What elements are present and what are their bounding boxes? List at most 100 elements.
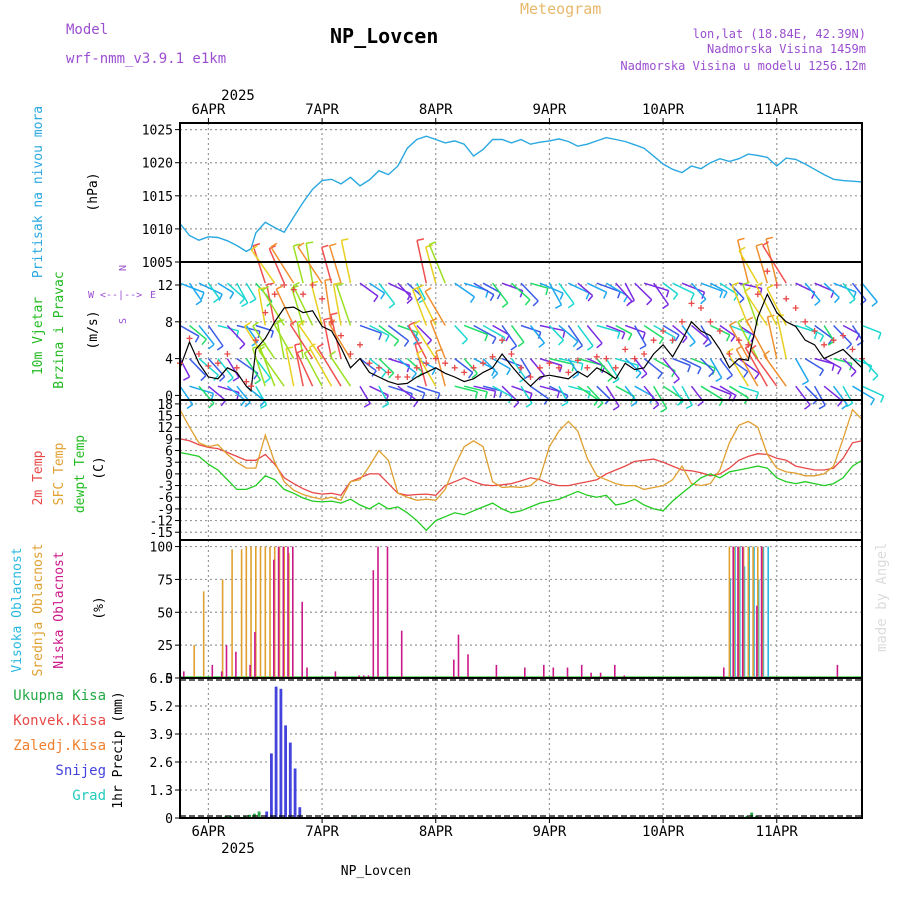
wind-barb <box>804 357 824 371</box>
wind-barb <box>605 324 625 334</box>
wind-barb <box>823 385 843 402</box>
wind-barb-flag <box>484 334 489 342</box>
wind-barb <box>596 282 621 293</box>
wind-barb-flag <box>596 342 603 349</box>
wind-barb <box>823 282 840 299</box>
snow-bar <box>284 725 287 818</box>
wind-barb <box>634 282 653 301</box>
compass-n-label: N <box>118 265 129 271</box>
footer-station: NP_Lovcen <box>341 864 411 879</box>
wind-barb <box>615 324 633 335</box>
wind-barb-flag <box>250 245 258 251</box>
wind-barb-flag <box>216 345 224 351</box>
wind-barb <box>179 324 200 337</box>
gust-marker <box>451 364 458 371</box>
wind-barb-flag <box>501 302 509 308</box>
wind-barb <box>378 358 395 374</box>
wind-barb-flag <box>731 282 739 286</box>
wind-barb-flag <box>685 404 693 410</box>
wind-barb <box>397 282 413 300</box>
total-rain-bar <box>248 814 251 818</box>
wind-barb-flag <box>715 377 723 383</box>
wind-barb <box>359 324 382 334</box>
wind-barb-flag <box>258 345 266 352</box>
wind-barb-flag <box>524 299 531 306</box>
gust-marker <box>248 383 254 390</box>
wind-barb-flag <box>499 390 503 398</box>
wind-barb <box>652 282 670 305</box>
wind-barb-flag <box>562 330 566 338</box>
wind-barb <box>529 325 545 344</box>
wind-barb-flag <box>492 372 499 379</box>
gust-marker <box>821 341 828 348</box>
wind-barb-flag <box>293 243 301 247</box>
wind-barb-flag <box>555 304 562 309</box>
gust-marker <box>186 335 193 342</box>
y-tick-label: -9 <box>157 503 173 518</box>
y-tick-label: 0 <box>165 468 173 483</box>
wind-barb-flag <box>747 333 752 341</box>
day-label-top: 7APR <box>305 102 339 118</box>
y-tick-label: 1015 <box>142 190 173 205</box>
wind-barb <box>511 385 533 395</box>
wind-barb <box>624 324 646 334</box>
wind-barb-flag <box>607 376 614 383</box>
wind-barb-flag <box>429 241 437 246</box>
wind-barb-flag <box>323 317 331 321</box>
wind-barb <box>378 282 396 305</box>
wind-barb-flag <box>736 345 743 351</box>
wind-barb <box>188 324 207 340</box>
wind-barb-flag <box>297 242 305 248</box>
wind-barb <box>861 324 882 334</box>
wind-barb-flag <box>737 317 745 323</box>
y-tick-label: 4 <box>165 353 173 368</box>
dewpt-line <box>179 451 863 532</box>
wind-barb <box>520 358 532 376</box>
wind-barb-flag <box>813 332 818 340</box>
wind-barb-flag <box>317 343 324 349</box>
gust-marker <box>536 364 543 371</box>
wind-barb <box>207 282 220 299</box>
wind-barb <box>745 320 768 359</box>
wind-barb <box>294 344 304 387</box>
wind-barb-flag <box>729 320 737 326</box>
day-label-bottom: 10APR <box>642 824 685 840</box>
wind-barb <box>511 282 531 301</box>
wind-barb-flag <box>871 301 878 307</box>
wind-barb <box>851 282 867 301</box>
gust-marker <box>593 353 600 360</box>
wind-barb-flag <box>746 316 754 322</box>
wind-barb-flag <box>700 298 707 305</box>
wind-barb <box>226 358 240 378</box>
wind-barb <box>615 357 639 367</box>
dewpt-title: dewpt Temp <box>73 435 88 513</box>
wind-barb-flag <box>416 238 425 242</box>
wind-barb <box>852 385 875 400</box>
pressure-unit: (hPa) <box>86 172 101 211</box>
wind-barb-flag <box>833 297 840 304</box>
total-rain-bar <box>229 815 233 818</box>
wind-barb-flag <box>296 349 304 354</box>
wind-barb <box>577 325 594 347</box>
wind-barb <box>226 324 246 345</box>
gust-marker <box>508 351 515 357</box>
y-tick-label: 0 <box>165 672 173 687</box>
wind-barb <box>832 385 849 406</box>
wind-barb-flag <box>493 390 497 399</box>
wind-barb-flag <box>558 365 563 373</box>
wind-barb <box>336 285 352 326</box>
gust-marker <box>660 328 667 334</box>
legend-total-rain: Ukupna Kisa <box>13 688 106 704</box>
wind-barb <box>217 324 239 332</box>
sfc-title: SFC Temp <box>52 443 67 506</box>
gust-marker <box>338 332 344 339</box>
wind-barb-flag <box>385 335 390 343</box>
wind-barb-flag <box>819 335 825 343</box>
wind-barb-flag <box>336 282 344 287</box>
wind-barb-flag <box>672 293 679 300</box>
gust-marker <box>489 353 496 360</box>
wind-barb-flag <box>585 292 590 300</box>
wind-barb <box>530 282 549 289</box>
wind-barb-flag <box>510 345 517 351</box>
